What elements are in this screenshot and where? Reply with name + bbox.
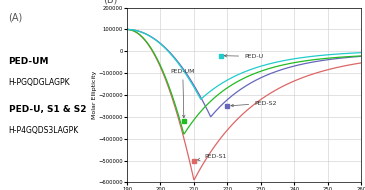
Text: H-PGQDGLAGPK: H-PGQDGLAGPK [9,78,70,86]
Text: PED-S1: PED-S1 [197,154,226,161]
Text: H-P4GQDS3LAGPK: H-P4GQDS3LAGPK [9,127,79,135]
Text: PED-UM: PED-UM [170,69,195,118]
Text: PED-U: PED-U [224,54,263,59]
Text: PED-S2: PED-S2 [231,101,277,107]
Y-axis label: Molar Ellipticity: Molar Ellipticity [92,71,97,119]
Text: (B): (B) [104,0,118,4]
Text: PED-UM: PED-UM [9,57,49,66]
Text: PED-U, S1 & S2: PED-U, S1 & S2 [9,105,86,115]
Text: (A): (A) [9,13,23,23]
